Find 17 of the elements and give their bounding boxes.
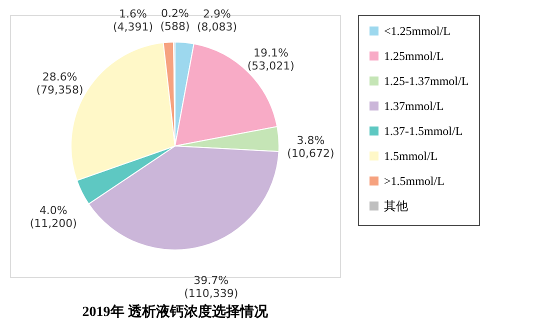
legend-label: 其他 xyxy=(384,199,408,213)
data-label: 19.1% (53,021) xyxy=(247,46,294,73)
data-label: 39.7% (110,339) xyxy=(184,274,238,300)
data-label: 28.6% (79,358) xyxy=(36,70,84,97)
text: 2019年 透析液钙浓度选择情况 xyxy=(82,303,269,320)
legend-label: <1.25mmol/L xyxy=(384,24,450,38)
data-label: 2.9% (8,083) xyxy=(196,8,238,34)
legend-label: 1.25-1.37mmol/L xyxy=(384,74,469,88)
legend-label: 1.37-1.5mmol/L xyxy=(384,124,463,138)
data-label: 3.8% (10,672) xyxy=(287,134,334,160)
legend-label: >1.5mmol/L xyxy=(384,174,444,188)
data-label: 1.6% (4,391) xyxy=(112,7,154,34)
legend-label: 1.25mmol/L xyxy=(384,49,444,63)
data-label: 0.2% (588) xyxy=(160,7,190,34)
data-label: 4.0% (11,200) xyxy=(30,204,77,230)
legend-label: 1.37mmol/L xyxy=(384,99,444,113)
legend-label: 1.5mmol/L xyxy=(384,149,438,163)
